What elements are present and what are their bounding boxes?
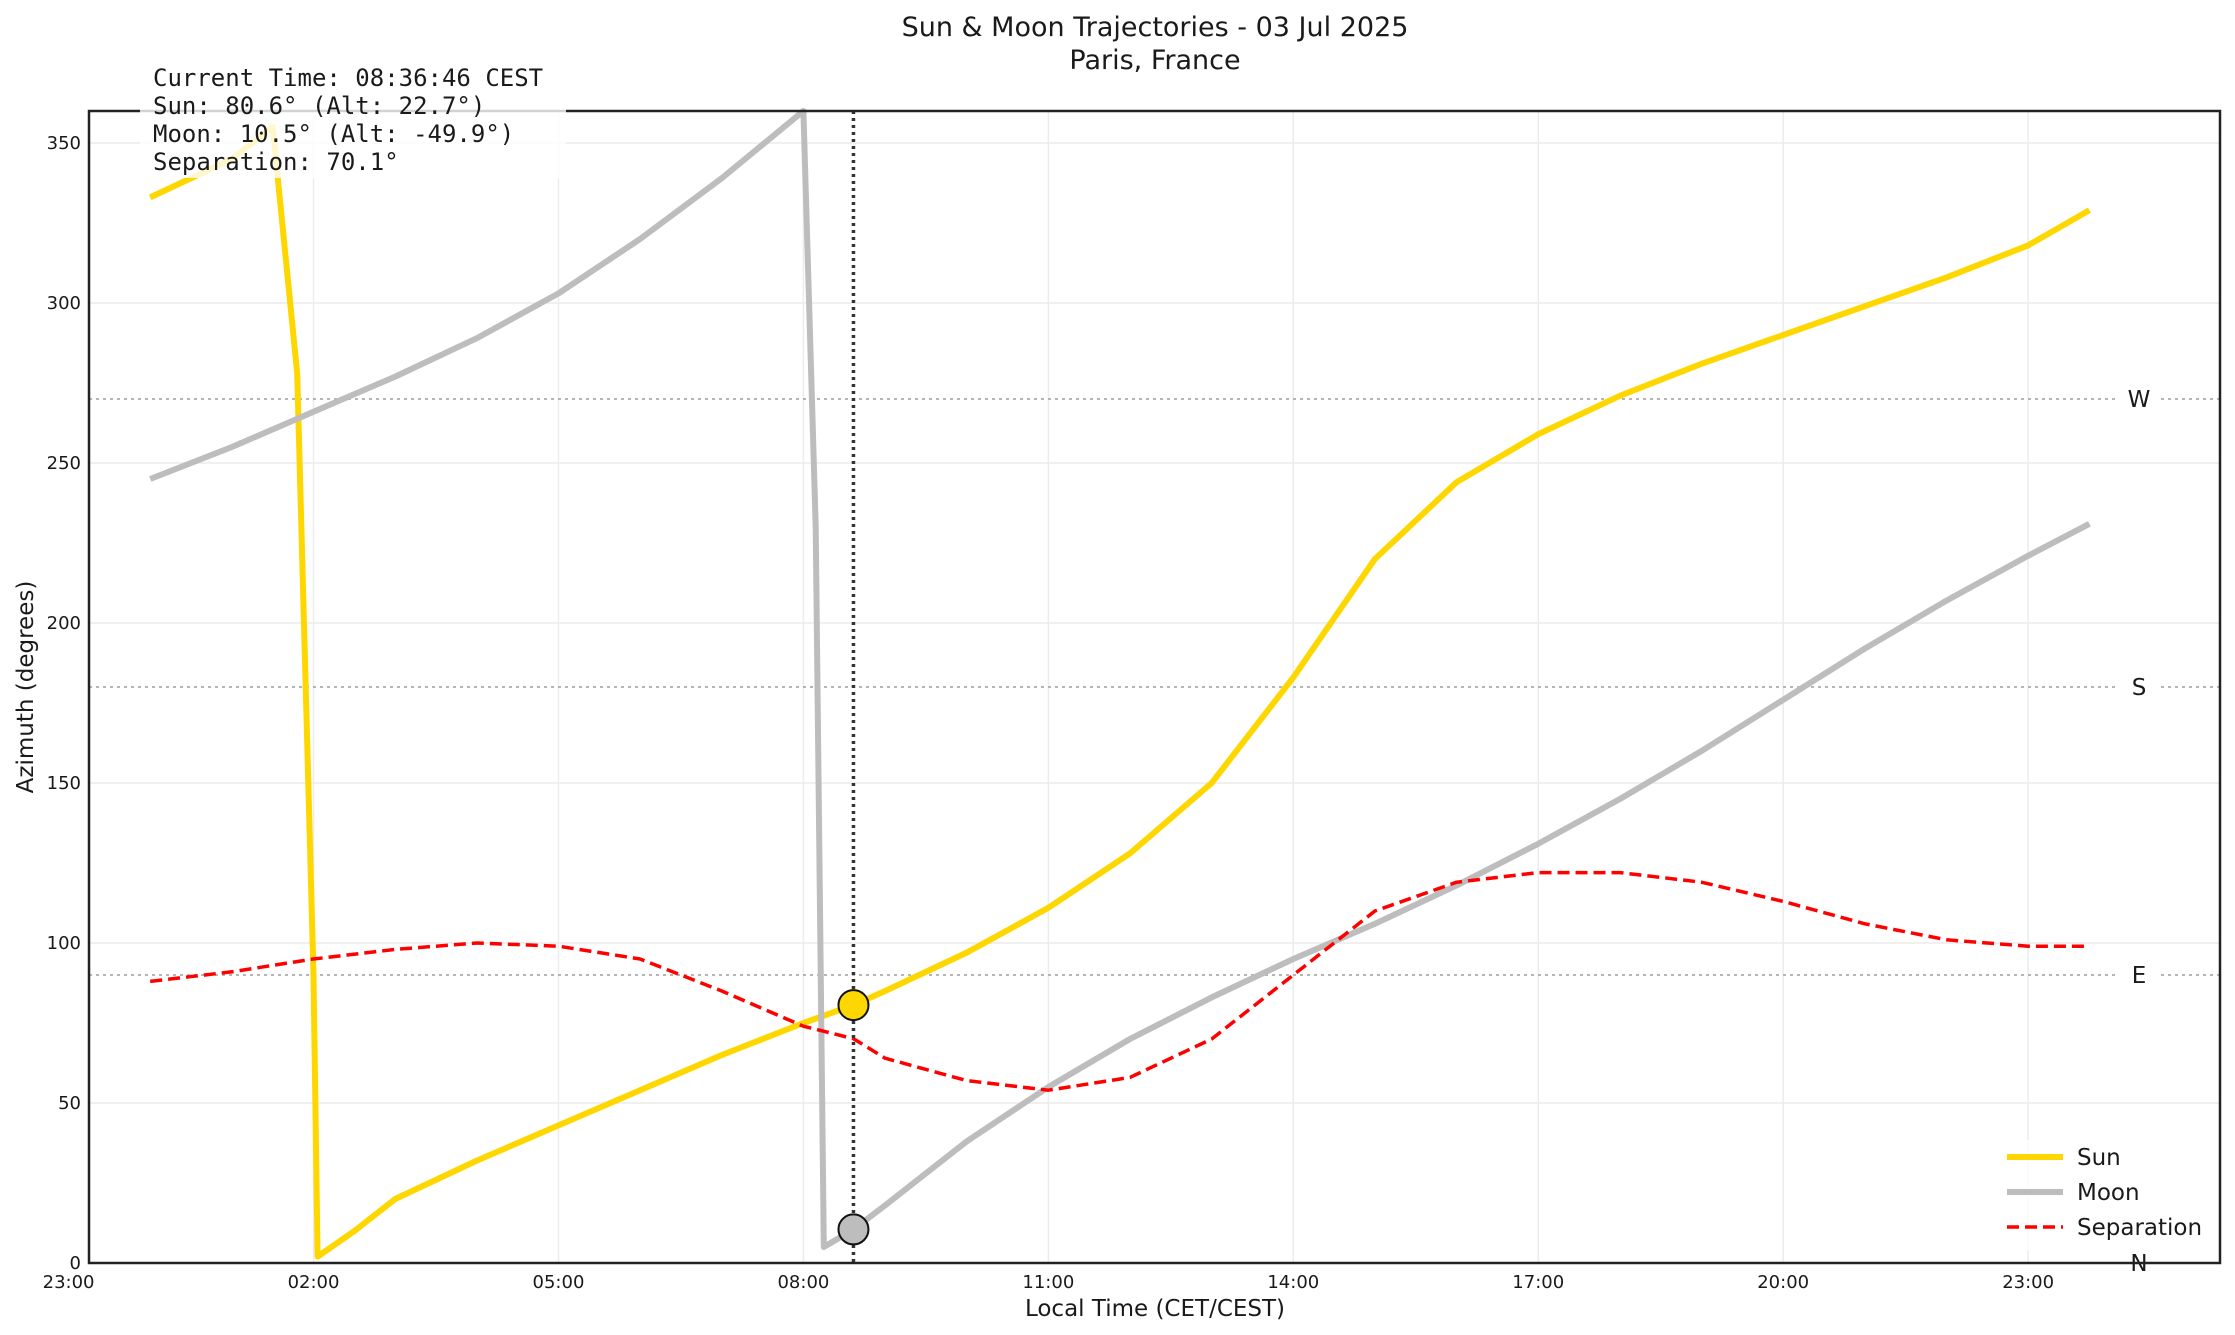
marker-moon bbox=[837, 1213, 870, 1246]
marker-sun bbox=[837, 989, 870, 1022]
x-tick-label: 17:00 bbox=[1512, 1272, 1564, 1293]
legend-separation-label: Separation bbox=[2077, 1215, 2202, 1241]
y-tick-label: 100 bbox=[47, 933, 81, 954]
legend-sun-label: Sun bbox=[2077, 1145, 2121, 1171]
x-tick-label: 05:00 bbox=[533, 1272, 585, 1293]
x-tick-label: 23:00 bbox=[2002, 1272, 2054, 1293]
y-tick-label: 250 bbox=[47, 453, 81, 474]
y-tick-label: 50 bbox=[58, 1093, 81, 1114]
series-line-moon bbox=[149, 108, 2091, 1250]
info-separation: Separation: 70.1° bbox=[153, 148, 399, 176]
position-markers bbox=[837, 989, 870, 1246]
chart-subtitle: Paris, France bbox=[1069, 45, 1240, 76]
y-tick-label: 200 bbox=[47, 613, 81, 634]
info-moon: Moon: 10.5° (Alt: -49.9°) bbox=[153, 120, 514, 148]
cardinal-label-background bbox=[2118, 960, 2160, 990]
cardinal-label-w: W bbox=[2128, 387, 2151, 413]
x-tick-label: 08:00 bbox=[777, 1272, 829, 1293]
info-current-time: Current Time: 08:36:46 CEST bbox=[153, 64, 543, 92]
cardinal-label-s: S bbox=[2132, 675, 2147, 701]
x-tick-label: 20:00 bbox=[1757, 1272, 1809, 1293]
info-sun: Sun: 80.6° (Alt: 22.7°) bbox=[153, 92, 485, 120]
legend: Sun Moon Separation bbox=[1994, 1140, 2209, 1250]
series-line-sun bbox=[148, 124, 2091, 1260]
y-axis-label: Azimuth (degrees) bbox=[13, 581, 39, 794]
y-tick-label: 150 bbox=[47, 773, 81, 794]
x-tick-label: 02:00 bbox=[288, 1272, 340, 1293]
info-box-background bbox=[140, 58, 566, 178]
axis-ticks: 23:00 02:00 05:00 08:00 11:00 14:00 17:00 20:00… bbox=[43, 133, 2054, 1293]
y-tick-label: 0 bbox=[70, 1253, 81, 1274]
cardinal-label-background bbox=[2118, 672, 2160, 702]
series-line-separation bbox=[149, 870, 2090, 1092]
legend-moon-label: Moon bbox=[2077, 1180, 2140, 1206]
info-box: Current Time: 08:36:46 CEST Sun: 80.6° (… bbox=[140, 58, 566, 178]
chart-title: Sun & Moon Trajectories - 03 Jul 2025 bbox=[902, 12, 1409, 43]
plot-frame bbox=[87, 109, 2222, 1265]
x-axis-label: Local Time (CET/CEST) bbox=[1025, 1296, 1285, 1322]
series-lines bbox=[148, 108, 2091, 1260]
y-tick-label: 350 bbox=[47, 133, 81, 154]
x-tick-label: 11:00 bbox=[1022, 1272, 1074, 1293]
cardinal-label-background bbox=[2118, 384, 2160, 414]
x-tick-label: 23:00 bbox=[43, 1272, 95, 1293]
x-tick-label: 14:00 bbox=[1267, 1272, 1319, 1293]
cardinal-label-e: E bbox=[2132, 963, 2147, 989]
y-tick-label: 300 bbox=[47, 293, 81, 314]
